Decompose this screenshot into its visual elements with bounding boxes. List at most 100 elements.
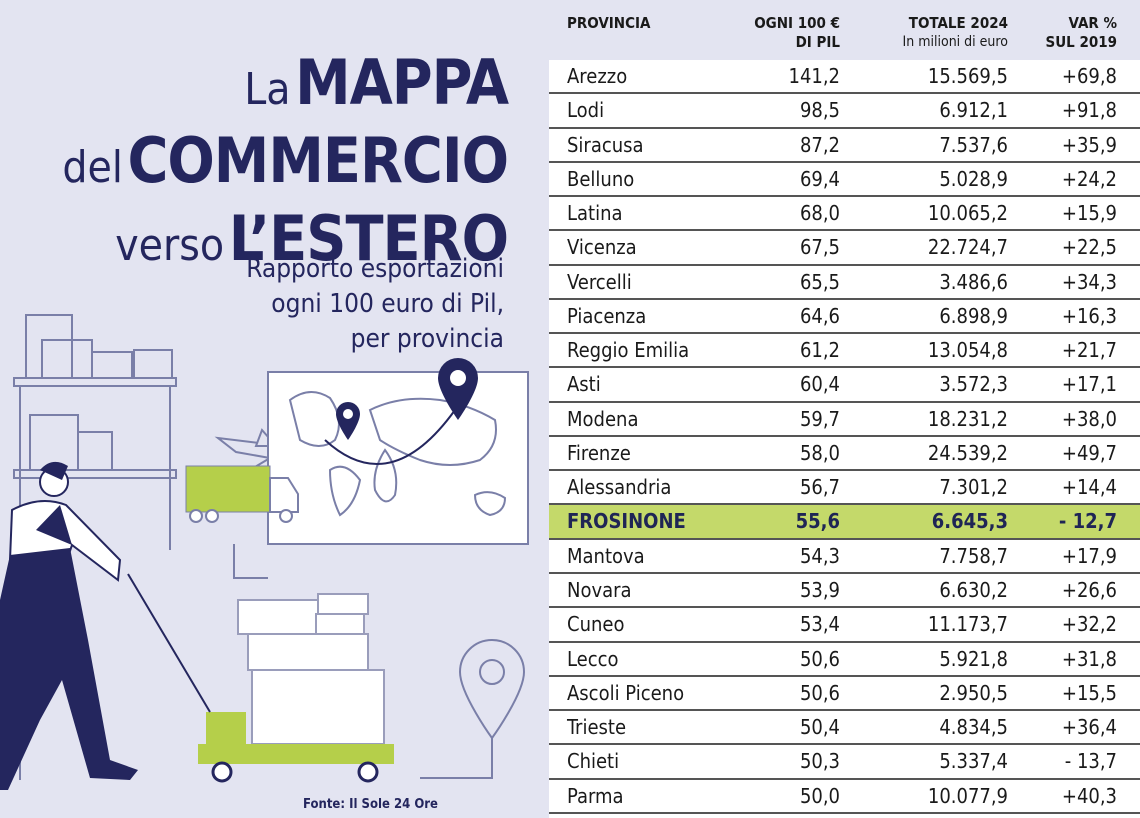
cell-totale: 6.630,2 bbox=[939, 577, 1008, 602]
headline: La MAPPA del COMMERCIO verso L’ESTERO bbox=[62, 52, 509, 286]
cell-totale: 7.537,6 bbox=[939, 132, 1008, 157]
cell-totale: 5.028,9 bbox=[939, 166, 1008, 191]
table-row: Piacenza 64,6 6.898,9 +16,3 bbox=[549, 300, 1140, 335]
cell-ogni100: 55,6 bbox=[795, 509, 840, 534]
cell-provincia: Reggio Emilia bbox=[567, 338, 690, 363]
cell-var: +21,7 bbox=[1061, 338, 1117, 363]
table-body: Arezzo 141,2 15.569,5 +69,8 Lodi 98,5 6.912,1 +… bbox=[549, 60, 1140, 814]
header-ogni100-line2: DI PIL bbox=[795, 33, 840, 51]
cell-provincia: Modena bbox=[567, 406, 639, 431]
cell-totale: 18.231,2 bbox=[927, 406, 1008, 431]
table-row: Reggio Emilia 61,2 13.054,8 +21,7 bbox=[549, 334, 1140, 369]
subtitle-line: Rapporto esportazioni bbox=[246, 254, 504, 284]
cell-ogni100: 68,0 bbox=[799, 201, 840, 226]
location-pin-icon bbox=[420, 638, 526, 779]
table-row: Arezzo 141,2 15.569,5 +69,8 bbox=[549, 60, 1140, 95]
cell-var: +24,2 bbox=[1061, 166, 1117, 191]
cell-totale: 24.539,2 bbox=[927, 440, 1008, 465]
cell-ogni100: 64,6 bbox=[799, 303, 840, 328]
cell-ogni100: 50,3 bbox=[799, 749, 840, 774]
cell-var: +35,9 bbox=[1061, 132, 1117, 157]
cell-ogni100: 56,7 bbox=[799, 475, 840, 500]
cell-var: +38,0 bbox=[1061, 406, 1117, 431]
cell-var: - 12,7 bbox=[1058, 509, 1117, 534]
cell-ogni100: 65,5 bbox=[799, 269, 840, 294]
table-row: Lecco 50,6 5.921,8 +31,8 bbox=[549, 643, 1140, 677]
cell-ogni100: 53,4 bbox=[799, 612, 840, 637]
cell-var: +15,9 bbox=[1061, 201, 1117, 226]
cell-ogni100: 54,3 bbox=[799, 543, 840, 568]
cell-ogni100: 67,5 bbox=[799, 235, 840, 260]
hand-truck-icon bbox=[127, 573, 394, 783]
subtitle-line: per provincia bbox=[350, 324, 504, 354]
cell-var: +69,8 bbox=[1061, 64, 1117, 88]
cell-provincia: Vercelli bbox=[567, 269, 632, 294]
cell-totale: 7.758,7 bbox=[939, 543, 1008, 568]
truck-icon bbox=[185, 465, 299, 523]
cell-provincia: Latina bbox=[567, 201, 623, 226]
cell-provincia: Vicenza bbox=[567, 235, 637, 260]
cell-var: +31,8 bbox=[1061, 646, 1117, 671]
cell-ogni100: 87,2 bbox=[799, 132, 840, 157]
cell-var: +17,1 bbox=[1061, 372, 1117, 397]
cell-var: +32,2 bbox=[1061, 612, 1117, 637]
cell-ogni100: 50,0 bbox=[799, 783, 840, 808]
table-row: Alessandria 56,7 7.301,2 +14,4 bbox=[549, 471, 1140, 506]
table-row: Siracusa 87,2 7.537,6 +35,9 bbox=[549, 129, 1140, 163]
headline-bold: COMMERCIO bbox=[127, 124, 509, 197]
cell-totale: 22.724,7 bbox=[927, 235, 1008, 260]
cell-var: +22,5 bbox=[1061, 235, 1117, 260]
cell-var: +16,3 bbox=[1061, 303, 1117, 328]
cell-ogni100: 50,6 bbox=[799, 646, 840, 671]
source-note: Fonte: Il Sole 24 Ore bbox=[303, 797, 438, 812]
cell-provincia: FROSINONE bbox=[567, 509, 686, 534]
table-row: Belluno 69,4 5.028,9 +24,2 bbox=[549, 163, 1140, 198]
cell-ogni100: 98,5 bbox=[799, 98, 840, 123]
world-map-icon bbox=[267, 371, 529, 545]
cell-provincia: Arezzo bbox=[567, 64, 628, 88]
table-row: Modena 59,7 18.231,2 +38,0 bbox=[549, 403, 1140, 437]
table-row-highlighted: FROSINONE 55,6 6.645,3 - 12,7 bbox=[549, 505, 1140, 540]
table-row: Parma 50,0 10.077,9 +40,3 bbox=[549, 780, 1140, 814]
table-row: Chieti 50,3 5.337,4 - 13,7 bbox=[549, 745, 1140, 780]
cell-provincia: Lodi bbox=[567, 98, 605, 123]
cell-totale: 11.173,7 bbox=[927, 612, 1008, 637]
cell-totale: 13.054,8 bbox=[927, 338, 1008, 363]
cell-ogni100: 50,4 bbox=[799, 715, 840, 740]
headline-bold: L’ESTERO bbox=[228, 202, 509, 275]
cell-var: +91,8 bbox=[1061, 98, 1117, 123]
header-var-line2: SUL 2019 bbox=[1045, 33, 1117, 51]
cell-totale: 2.950,5 bbox=[939, 680, 1008, 705]
table-row: Firenze 58,0 24.539,2 +49,7 bbox=[549, 437, 1140, 472]
cell-provincia: Piacenza bbox=[567, 303, 647, 328]
cell-provincia: Firenze bbox=[567, 440, 631, 465]
cell-totale: 4.834,5 bbox=[939, 715, 1008, 740]
header-ogni100: OGNI 100 € DI PIL bbox=[754, 14, 840, 52]
header-totale-line1: TOTALE 2024 bbox=[908, 14, 1008, 32]
cell-totale: 5.337,4 bbox=[939, 749, 1008, 774]
headline-prefix: del bbox=[62, 142, 123, 193]
cell-var: +49,7 bbox=[1061, 440, 1117, 465]
cell-var: +34,3 bbox=[1061, 269, 1117, 294]
cell-totale: 3.486,6 bbox=[939, 269, 1008, 294]
map-pin-icon bbox=[336, 358, 478, 440]
cell-provincia: Alessandria bbox=[567, 475, 672, 500]
cell-var: +40,3 bbox=[1061, 783, 1117, 808]
cell-totale: 6.898,9 bbox=[939, 303, 1008, 328]
subtitle: Rapporto esportazioni ogni 100 euro di P… bbox=[84, 252, 504, 357]
header-var: VAR % SUL 2019 bbox=[1045, 14, 1117, 52]
cell-ogni100: 60,4 bbox=[799, 372, 840, 397]
cell-provincia: Belluno bbox=[567, 166, 635, 191]
cell-totale: 7.301,2 bbox=[939, 475, 1008, 500]
cell-totale: 5.921,8 bbox=[939, 646, 1008, 671]
cell-provincia: Chieti bbox=[567, 749, 620, 774]
cell-var: +36,4 bbox=[1061, 715, 1117, 740]
cell-provincia: Novara bbox=[567, 577, 632, 602]
infographic-panel: La MAPPA del COMMERCIO verso L’ESTERO Ra… bbox=[0, 0, 548, 818]
cell-totale: 6.912,1 bbox=[939, 98, 1008, 123]
cell-var: +14,4 bbox=[1061, 475, 1117, 500]
table-row: Vicenza 67,5 22.724,7 +22,5 bbox=[549, 231, 1140, 266]
table-row: Latina 68,0 10.065,2 +15,9 bbox=[549, 197, 1140, 232]
cell-provincia: Asti bbox=[567, 372, 601, 397]
cell-ogni100: 50,6 bbox=[799, 680, 840, 705]
